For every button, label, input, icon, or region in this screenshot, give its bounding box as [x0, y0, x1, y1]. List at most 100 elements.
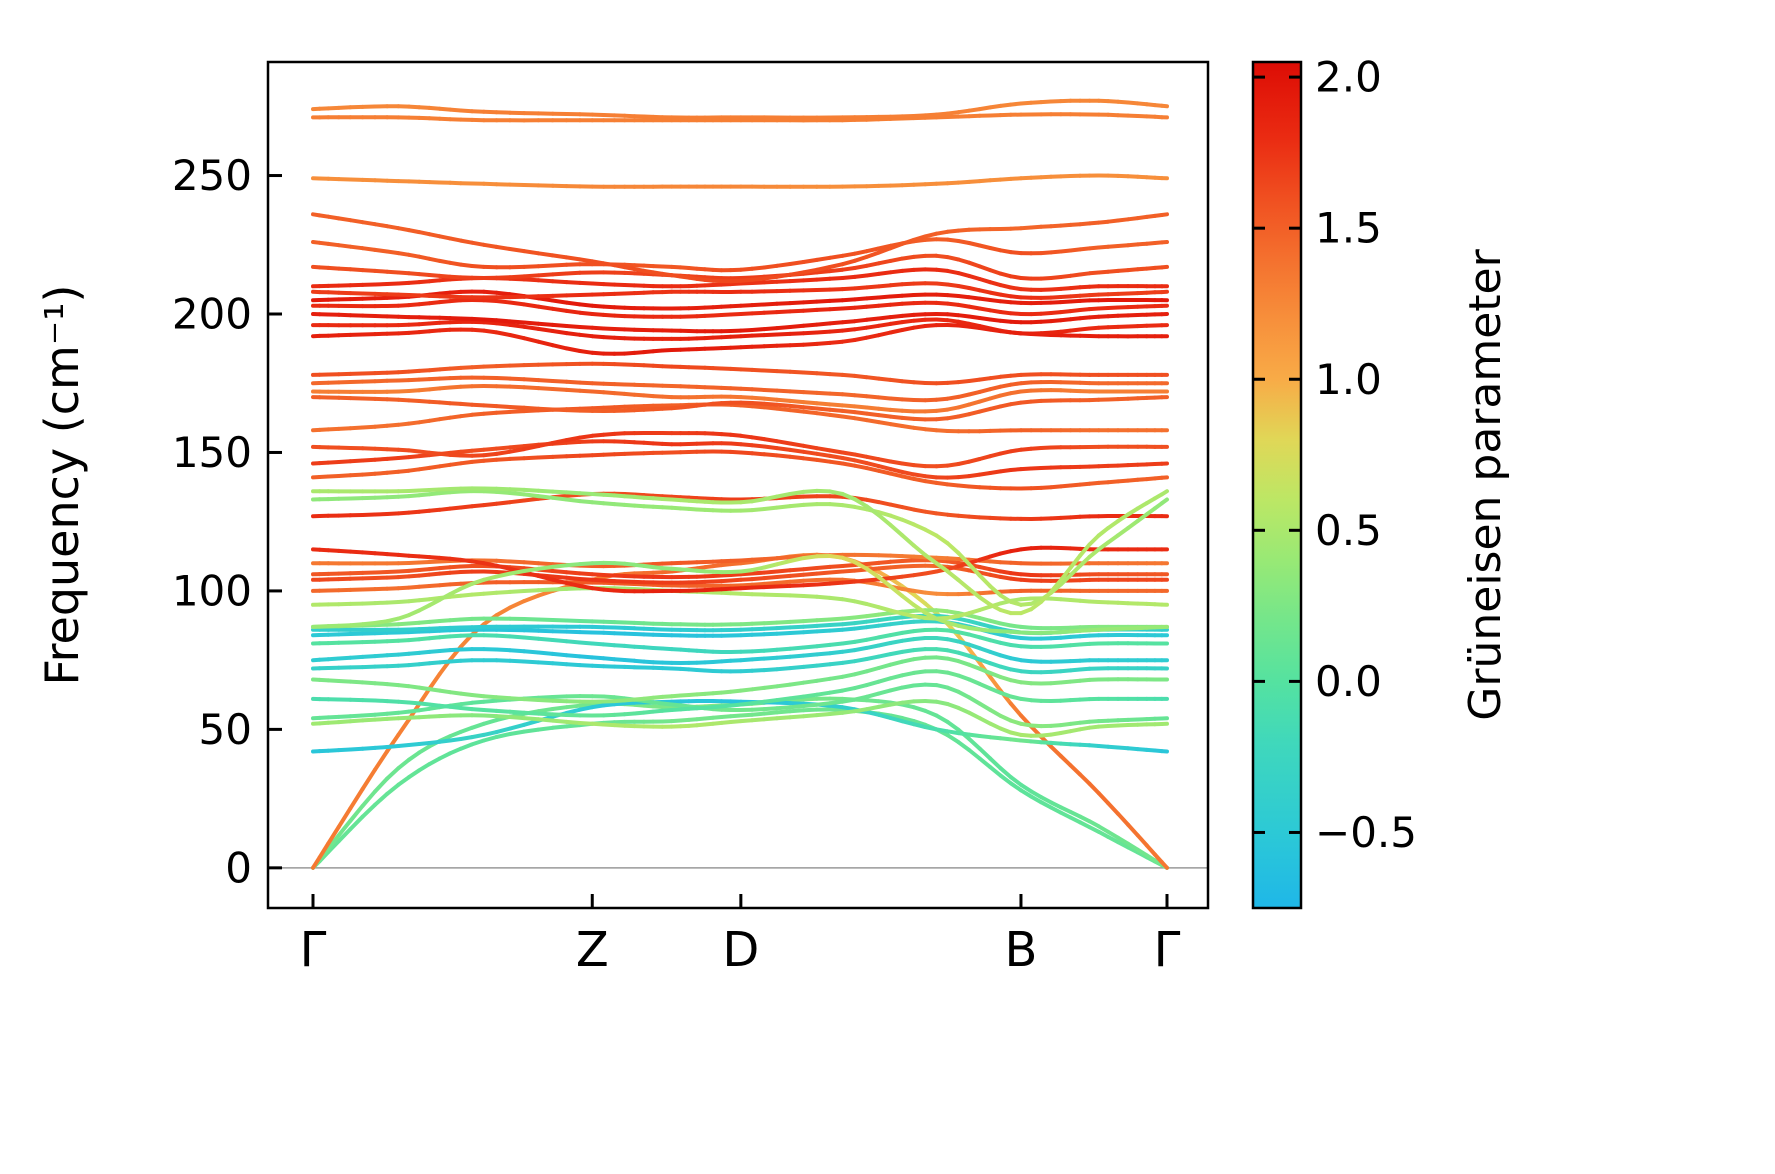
band-segment [923, 610, 939, 621]
phonon-band [311, 707, 1169, 870]
band-segment [852, 335, 869, 342]
band-segment [801, 578, 819, 583]
band-segment [373, 716, 390, 722]
colorbar-tick-label: 0.5 [1315, 506, 1382, 555]
band-segment [876, 513, 893, 527]
band-segment [494, 330, 512, 337]
band-segment [348, 622, 365, 628]
band-segment [360, 512, 377, 517]
band-segment [536, 636, 555, 642]
band-segment [373, 551, 390, 557]
band-segment [550, 618, 569, 623]
band-segment [827, 554, 845, 560]
band-segment [348, 472, 365, 478]
band-segment [564, 408, 582, 413]
band-segment [522, 566, 541, 573]
band-segment [494, 409, 512, 415]
band-segment [801, 277, 819, 283]
band-segment [998, 773, 1013, 786]
band-segment [840, 659, 857, 665]
band-segment [750, 497, 767, 504]
band-segment [852, 416, 869, 423]
phonon-band [311, 489, 1169, 607]
band-segment [864, 261, 881, 268]
band-segment [762, 667, 779, 673]
band-segment [762, 452, 779, 458]
plot-frame [266, 60, 1210, 910]
band-segment [852, 304, 869, 310]
band-segment [852, 497, 869, 509]
band-segment [852, 625, 869, 631]
phonon-band [311, 647, 1169, 675]
band-segment [577, 349, 595, 355]
band-segment [801, 678, 819, 685]
band-segment [1078, 772, 1092, 786]
band-segment [827, 407, 845, 413]
phonon-band [311, 237, 1169, 273]
band-segment [876, 605, 893, 613]
band-segment [360, 220, 377, 227]
colorbar-gradient [1253, 62, 1301, 908]
band-segment [840, 568, 857, 574]
band-segment [1116, 526, 1130, 538]
band-segment [536, 326, 555, 333]
band-segment [536, 725, 555, 732]
band-segment [385, 782, 401, 796]
band-segment [852, 325, 869, 332]
band-segment [550, 271, 569, 277]
x-tick-label: Z [576, 922, 609, 978]
band-segment [522, 264, 541, 269]
band-segment [494, 658, 512, 663]
band-segment [508, 658, 527, 664]
y-tick-label: 250 [172, 151, 252, 200]
band-segment [864, 577, 881, 583]
band-segment [827, 564, 845, 569]
band-segment [536, 321, 555, 327]
band-segment [814, 371, 832, 377]
band-segment [923, 527, 939, 538]
band-segment [750, 451, 767, 457]
band-segment [840, 503, 857, 509]
band-segment [923, 708, 939, 718]
band-segment [788, 694, 806, 701]
band-segment [564, 653, 582, 659]
band-segment [774, 579, 793, 585]
band-segment [348, 679, 365, 685]
band-segment [373, 619, 390, 625]
band-segment [494, 647, 512, 653]
band-segment [774, 682, 793, 689]
band-segment [508, 274, 527, 280]
band-segment [774, 369, 793, 374]
band-segment [774, 406, 793, 413]
band-segment [481, 410, 499, 416]
phonon-band [311, 577, 1169, 597]
band-segment [577, 302, 595, 308]
band-segment [801, 644, 819, 650]
band-segment [577, 325, 595, 330]
band-segment [508, 444, 527, 450]
band-segment [494, 558, 512, 564]
band-segment [801, 502, 819, 507]
band-segment [788, 502, 806, 509]
band-segment [852, 463, 869, 471]
band-segment [788, 447, 806, 454]
band-segment [762, 332, 779, 338]
band-segment [1116, 811, 1130, 827]
phonon-band [311, 613, 1169, 636]
band-segment [774, 504, 793, 510]
band-segment [360, 621, 377, 627]
band-segment [827, 253, 845, 260]
band-segment [801, 692, 819, 699]
band-segment [934, 561, 950, 574]
band-segment [852, 373, 869, 380]
band-segment [494, 732, 512, 739]
band-segment [750, 632, 767, 637]
band-segment [536, 304, 555, 311]
band-segment [852, 694, 869, 702]
band-segment [481, 289, 499, 295]
band-segment [840, 305, 857, 311]
band-segment [852, 263, 869, 270]
band-segment [814, 307, 832, 312]
band-segment [550, 569, 569, 575]
band-segment [852, 619, 869, 626]
